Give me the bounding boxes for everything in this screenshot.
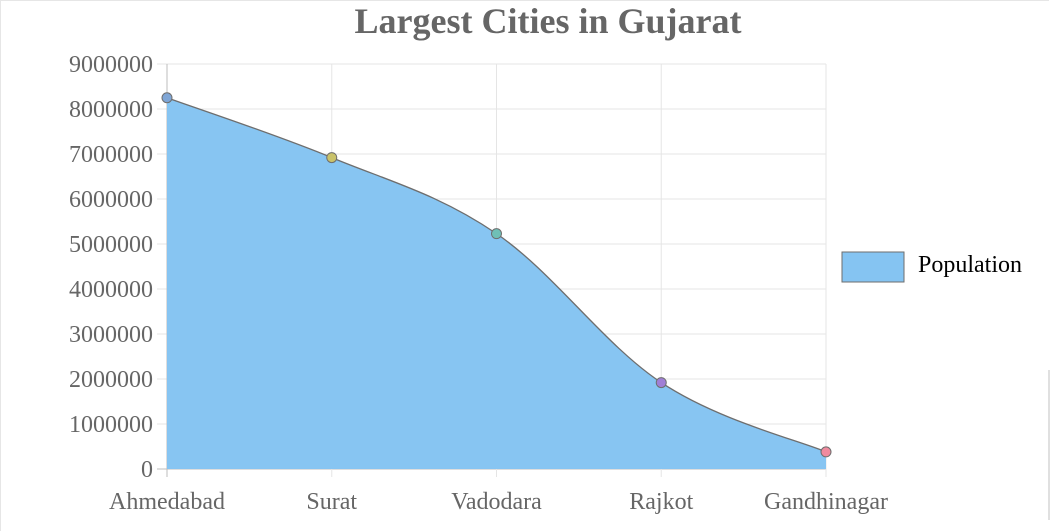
data-point[interactable] <box>491 228 502 240</box>
y-axis-ticks: 0 1000000 2000000 3000000 4000000 5000000 6000… <box>69 52 153 483</box>
chart-title: Largest Cities in Gujarat <box>355 1 742 41</box>
x-axis-ticks: Ahmedabad Surat Vadodara Rajkot Gandhinagar <box>109 489 888 515</box>
y-tick-label: 4000000 <box>69 277 153 303</box>
y-tick-label: 9000000 <box>69 52 153 78</box>
scrollbar-edge <box>1048 370 1050 520</box>
series-population <box>161 92 832 469</box>
legend-swatch-population[interactable] <box>841 251 905 283</box>
data-point[interactable] <box>655 377 667 389</box>
data-point[interactable] <box>820 446 832 458</box>
data-point[interactable] <box>161 92 173 104</box>
y-tick-label: 1000000 <box>69 412 153 438</box>
y-tick-label: 2000000 <box>69 367 153 393</box>
legend-label-population[interactable]: Population <box>918 252 1022 278</box>
y-tick-label: 7000000 <box>69 142 153 168</box>
y-tick-label: 0 <box>141 457 153 483</box>
x-tick-label: Surat <box>306 489 357 515</box>
y-tick-label: 6000000 <box>69 187 153 213</box>
y-tick-label: 8000000 <box>69 97 153 123</box>
legend[interactable]: Population <box>841 251 1022 283</box>
x-tick-label: Vadodara <box>451 489 542 515</box>
x-tick-label: Gandhinagar <box>764 489 888 515</box>
area-fill-population <box>167 97 826 469</box>
y-tick-label: 5000000 <box>69 232 153 258</box>
x-tick-label: Ahmedabad <box>109 489 225 515</box>
data-point[interactable] <box>326 152 338 164</box>
y-tick-label: 3000000 <box>69 322 153 348</box>
x-tick-label: Rajkot <box>629 489 693 515</box>
